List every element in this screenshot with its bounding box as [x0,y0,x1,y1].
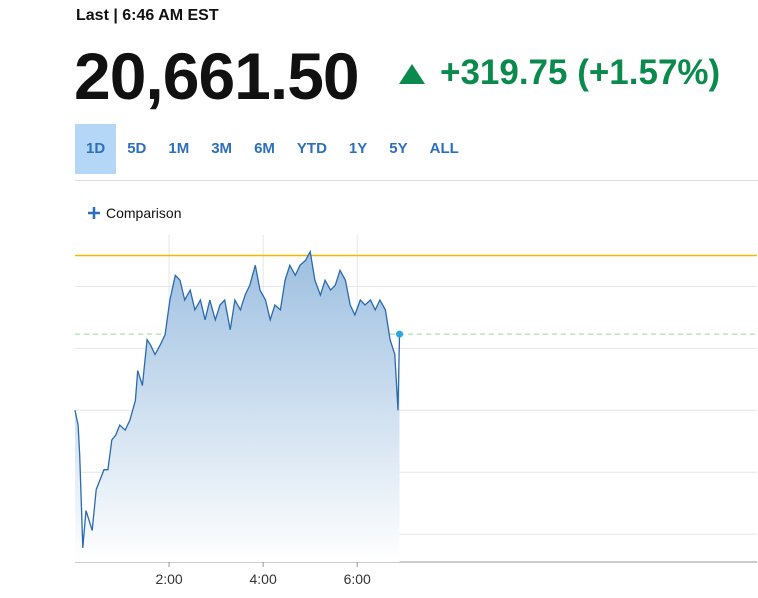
range-tab[interactable]: 1Y [348,140,368,157]
x-tick-label: 6:00 [344,571,371,587]
range-tab[interactable]: 1M [168,140,190,157]
range-tabs: 1D 5D 1M 3M 6M YTD 1Y 5Y ALL [75,124,470,174]
plus-icon [88,207,100,219]
range-tab[interactable]: 5D [127,140,147,157]
range-tab[interactable]: YTD [296,140,327,157]
comparison-button[interactable]: Comparison [88,205,181,221]
range-tab[interactable]: 1D [75,124,117,174]
up-arrow [399,64,425,84]
area [75,251,400,562]
x-tick-label: 2:00 [155,571,182,587]
last-dot [396,330,404,338]
price: 20,661.50 [74,39,360,113]
last-label: Last | 6:46 AM EST [76,7,219,24]
comparison-label: Comparison [106,205,182,221]
x-tick-label: 4:00 [250,571,277,587]
range-tab[interactable]: 5Y [389,140,408,157]
range-tab[interactable]: ALL [429,140,459,157]
change: +319.75 (+1.57%) [440,53,721,92]
range-tab[interactable]: 3M [211,140,233,157]
price-line [74,249,401,548]
separator [75,180,758,181]
range-tab[interactable]: 6M [254,140,275,157]
